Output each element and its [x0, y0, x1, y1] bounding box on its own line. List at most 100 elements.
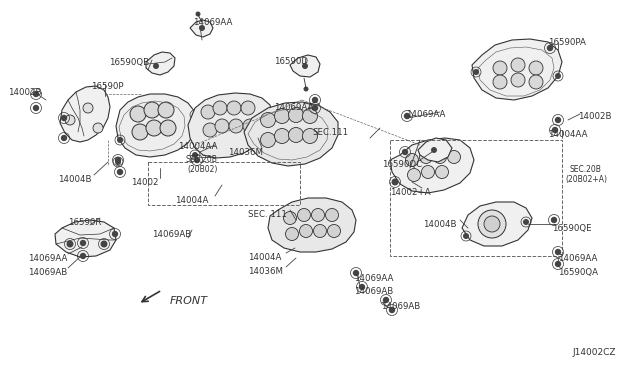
Text: 14069AA: 14069AA: [354, 274, 394, 283]
Circle shape: [275, 128, 289, 144]
Circle shape: [312, 97, 318, 103]
Circle shape: [328, 224, 340, 237]
Circle shape: [158, 102, 174, 118]
Text: 16590R: 16590R: [68, 218, 101, 227]
Circle shape: [463, 233, 469, 239]
Circle shape: [93, 123, 103, 133]
Text: (20B02): (20B02): [187, 165, 218, 174]
Text: 14069AA: 14069AA: [406, 110, 445, 119]
Circle shape: [61, 115, 67, 121]
Polygon shape: [60, 86, 110, 142]
Circle shape: [80, 253, 86, 259]
Text: 14069AB: 14069AB: [28, 268, 67, 277]
Circle shape: [80, 240, 86, 246]
Text: (20B02+A): (20B02+A): [565, 175, 607, 184]
Circle shape: [241, 101, 255, 115]
Circle shape: [215, 119, 229, 133]
Text: 16590QB: 16590QB: [109, 58, 149, 67]
Text: 14069AA: 14069AA: [274, 103, 314, 112]
Text: 14004AA: 14004AA: [178, 142, 218, 151]
Circle shape: [83, 103, 93, 113]
Text: 16590QA: 16590QA: [558, 268, 598, 277]
Circle shape: [199, 25, 205, 31]
Circle shape: [213, 101, 227, 115]
Text: J14002CZ: J14002CZ: [572, 348, 616, 357]
Circle shape: [298, 208, 310, 221]
Polygon shape: [268, 198, 356, 252]
Circle shape: [65, 115, 75, 125]
Circle shape: [303, 128, 317, 144]
Polygon shape: [116, 94, 197, 157]
Circle shape: [302, 63, 308, 69]
Circle shape: [389, 307, 396, 313]
Circle shape: [555, 249, 561, 255]
Circle shape: [33, 105, 39, 111]
Text: SEC.111: SEC.111: [312, 128, 348, 137]
Polygon shape: [244, 102, 338, 166]
Text: 14004B: 14004B: [423, 220, 456, 229]
Circle shape: [392, 179, 399, 186]
Circle shape: [473, 69, 479, 75]
Circle shape: [115, 159, 121, 165]
Circle shape: [195, 12, 200, 16]
Circle shape: [523, 219, 529, 225]
Text: 14002: 14002: [131, 178, 159, 187]
Text: 14002+A: 14002+A: [390, 188, 431, 197]
Circle shape: [555, 73, 561, 79]
Circle shape: [201, 105, 215, 119]
Polygon shape: [55, 220, 116, 257]
Text: 16590D: 16590D: [274, 57, 308, 66]
Text: SEC. 111: SEC. 111: [248, 210, 287, 219]
Text: 14036M: 14036M: [248, 267, 283, 276]
Text: 14069AB: 14069AB: [354, 287, 393, 296]
Circle shape: [511, 73, 525, 87]
Circle shape: [132, 124, 148, 140]
Circle shape: [289, 128, 303, 142]
Circle shape: [203, 123, 217, 137]
Circle shape: [61, 135, 67, 141]
Circle shape: [555, 117, 561, 123]
Text: 16590QC: 16590QC: [382, 160, 422, 169]
Circle shape: [404, 113, 410, 119]
Text: 14036M: 14036M: [228, 148, 263, 157]
Text: 14002B: 14002B: [8, 88, 42, 97]
Circle shape: [493, 75, 507, 89]
Circle shape: [144, 102, 160, 118]
Circle shape: [116, 169, 123, 175]
Circle shape: [303, 109, 317, 124]
Circle shape: [547, 45, 553, 51]
Text: 16590QE: 16590QE: [552, 224, 591, 233]
Polygon shape: [472, 39, 562, 100]
Text: 14069AB: 14069AB: [152, 230, 191, 239]
Circle shape: [117, 137, 123, 143]
Circle shape: [312, 208, 324, 221]
Circle shape: [493, 61, 507, 75]
Circle shape: [243, 119, 257, 133]
Circle shape: [478, 210, 506, 238]
Circle shape: [260, 132, 275, 148]
Circle shape: [551, 217, 557, 223]
Circle shape: [402, 149, 408, 155]
Circle shape: [353, 270, 359, 276]
Circle shape: [289, 108, 303, 122]
Text: 14069AA: 14069AA: [558, 254, 597, 263]
Text: 14004A: 14004A: [175, 196, 209, 205]
Circle shape: [130, 106, 146, 122]
Polygon shape: [190, 20, 213, 37]
Polygon shape: [188, 93, 272, 158]
Circle shape: [285, 228, 298, 241]
Circle shape: [115, 157, 121, 163]
Text: 14002B: 14002B: [578, 112, 611, 121]
Text: 14004B: 14004B: [58, 175, 92, 184]
Text: SEC.20B: SEC.20B: [186, 155, 218, 164]
Text: 16590PA: 16590PA: [548, 38, 586, 47]
Circle shape: [275, 109, 289, 124]
Circle shape: [408, 169, 420, 182]
Circle shape: [146, 120, 162, 136]
Circle shape: [383, 297, 389, 303]
Text: 14069AA: 14069AA: [193, 18, 232, 27]
Text: 14004AA: 14004AA: [548, 130, 588, 139]
Circle shape: [192, 152, 198, 158]
Circle shape: [529, 75, 543, 89]
Polygon shape: [462, 202, 532, 246]
